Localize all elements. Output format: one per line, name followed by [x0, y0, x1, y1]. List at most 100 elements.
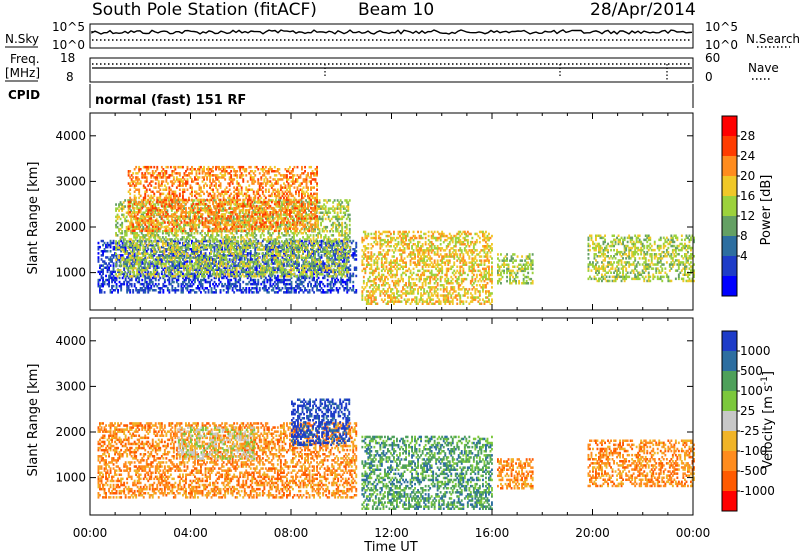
echo-cell — [283, 262, 285, 265]
echo-cell — [167, 242, 170, 245]
echo-cell — [106, 268, 109, 271]
echo-cell — [344, 287, 347, 290]
echo-cell — [246, 275, 249, 278]
echo-cell — [181, 246, 184, 249]
echo-cell — [284, 254, 287, 257]
echo-cell — [125, 211, 128, 214]
echo-cell — [179, 262, 182, 266]
echo-cell — [178, 215, 181, 219]
echo-cell — [138, 289, 141, 292]
echo-cell — [323, 242, 326, 245]
echo-cell — [252, 291, 255, 294]
echo-cell — [122, 264, 125, 268]
echo-cell — [237, 280, 240, 284]
echo-cell — [185, 278, 187, 282]
echo-cell — [167, 238, 170, 241]
echo-cell — [353, 258, 356, 261]
echo-cell — [97, 282, 100, 286]
echo-cell — [112, 284, 115, 288]
echo-cell — [167, 273, 170, 276]
echo-cell — [209, 241, 211, 245]
echo-cell — [175, 256, 178, 260]
echo-cell — [283, 276, 285, 280]
echo-cell — [284, 274, 287, 278]
echo-cell — [258, 287, 261, 290]
echo-cell — [148, 243, 151, 247]
echo-cell — [131, 240, 134, 243]
echo-cell — [311, 287, 314, 290]
echo-cell — [164, 262, 167, 266]
echo-cell — [197, 287, 199, 290]
echo-cell — [109, 256, 112, 259]
echo-cell — [324, 234, 327, 237]
echo-cell — [348, 236, 351, 239]
echo-cell — [160, 240, 163, 243]
echo-cell — [257, 291, 260, 294]
echo-cell — [170, 242, 173, 245]
echo-cell — [99, 291, 101, 294]
echo-cell — [289, 241, 291, 245]
echo-cell — [332, 252, 335, 255]
echo-cell — [133, 234, 136, 237]
echo-cell — [311, 243, 314, 247]
echo-cell — [183, 256, 186, 259]
echo-cell — [131, 227, 134, 231]
echo-cell — [335, 248, 338, 251]
echo-cell — [296, 275, 298, 278]
echo-cell — [254, 258, 257, 261]
echo-cell — [227, 245, 230, 249]
echo-cell — [134, 275, 137, 278]
echo-cell — [273, 254, 276, 257]
echo-cell — [283, 270, 285, 274]
echo-cell — [209, 243, 211, 247]
echo-cell — [160, 245, 163, 249]
echo-cell — [158, 260, 161, 264]
echo-cell — [134, 199, 137, 202]
echo-cell — [130, 275, 133, 278]
echo-cell — [272, 287, 275, 290]
echo-cell — [186, 248, 189, 251]
echo-cell — [166, 287, 169, 290]
echo-cell — [295, 260, 297, 263]
echo-cell — [319, 248, 321, 251]
echo-cell — [145, 238, 148, 241]
echo-cell — [137, 250, 140, 253]
echo-cell — [194, 291, 196, 294]
echo-cell — [112, 270, 115, 274]
echo-cell — [115, 278, 118, 282]
echo-cell — [186, 282, 189, 286]
echo-cell — [124, 264, 127, 268]
echo-cell — [329, 291, 332, 294]
echo-cell — [191, 280, 193, 284]
echo-cell — [165, 256, 168, 259]
echo-cell — [162, 245, 165, 249]
echo-cell — [276, 245, 279, 249]
echo-cell — [166, 232, 169, 235]
echo-cell — [121, 221, 124, 225]
nave-label: Nave — [748, 61, 779, 75]
echo-cell — [117, 270, 119, 274]
echo-cell — [143, 254, 146, 258]
echo-cell — [154, 272, 157, 276]
echo-cell — [127, 219, 130, 223]
echo-cell — [172, 256, 175, 260]
echo-cell — [320, 241, 323, 245]
echo-cell — [245, 274, 248, 278]
echo-cell — [276, 266, 279, 269]
echo-cell — [192, 278, 195, 282]
echo-cell — [136, 291, 139, 294]
echo-cell — [174, 266, 177, 269]
echo-cell — [319, 264, 321, 267]
echo-cell — [348, 250, 351, 253]
echo-cell — [163, 275, 166, 278]
echo-cell — [278, 287, 281, 290]
echo-cell — [172, 269, 175, 272]
echo-cell — [322, 248, 325, 251]
echo-cell — [130, 217, 133, 221]
echo-cell — [347, 266, 350, 269]
echo-cell — [121, 223, 124, 227]
echo-cell — [142, 201, 145, 204]
echo-cell — [203, 289, 205, 292]
echo-cell — [119, 201, 122, 204]
echo-cell — [148, 207, 151, 210]
